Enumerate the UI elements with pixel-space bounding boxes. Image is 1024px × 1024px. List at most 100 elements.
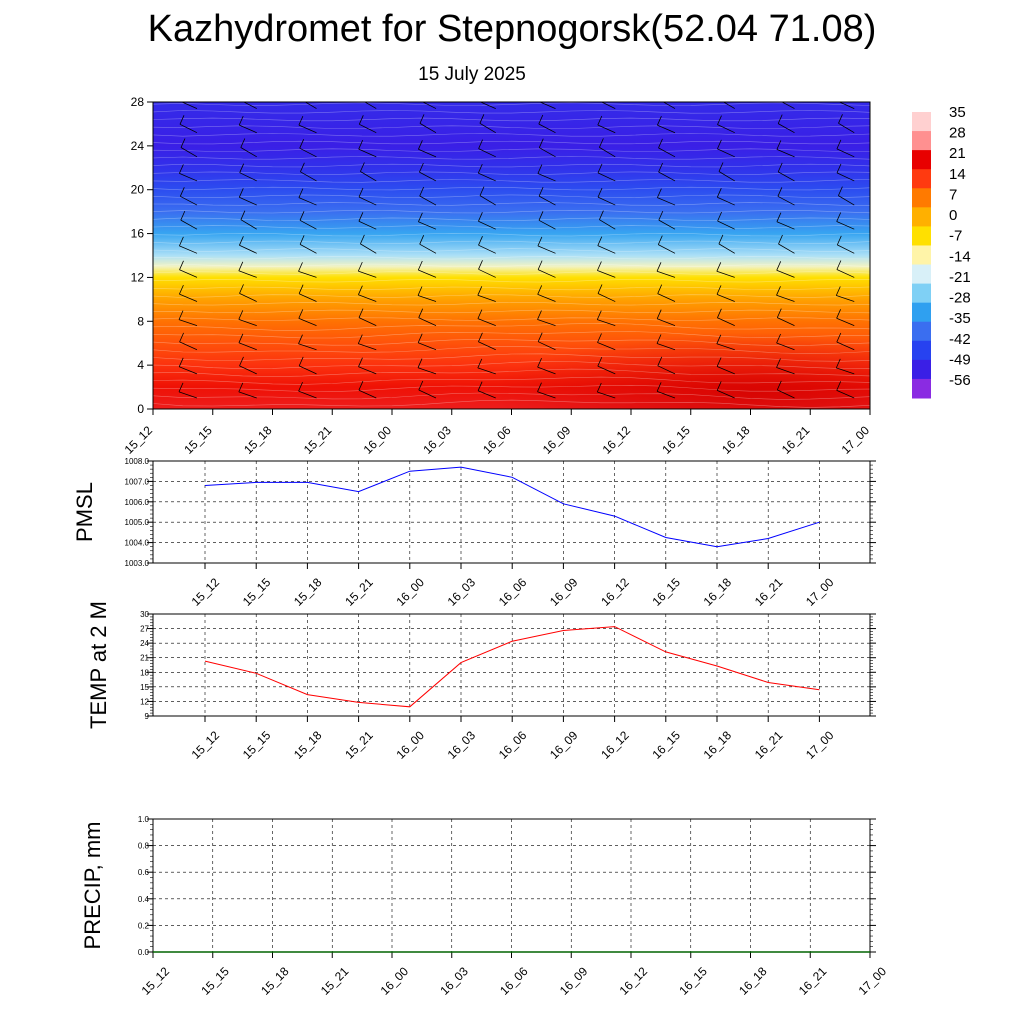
- wind-barb-flag: [836, 163, 842, 174]
- wind-barb-flag: [357, 261, 363, 272]
- contour-line: [153, 279, 870, 283]
- wind-barb-flag: [179, 236, 184, 247]
- wind-barb-flag: [418, 308, 424, 318]
- wind-barb: [238, 391, 257, 399]
- wind-barb: [478, 341, 496, 351]
- wind-barb-flag: [417, 358, 423, 368]
- xtick-label: 16_06: [497, 964, 531, 998]
- xtick-label: 16_12: [617, 964, 651, 998]
- colorbar-swatch: [912, 169, 931, 189]
- wind-barb: [836, 390, 855, 399]
- wind-barb: [597, 196, 616, 206]
- heatmap-xtick-label: 17_00: [839, 423, 873, 457]
- wind-barb-flag: [477, 309, 483, 319]
- wind-barb: [597, 342, 616, 351]
- wind-barb-flag: [240, 210, 246, 220]
- wind-barb-flag: [478, 92, 482, 101]
- ytick-label: 27: [140, 625, 149, 634]
- wind-barb-flag: [358, 139, 364, 150]
- contour-line: [153, 133, 870, 137]
- colorbar-swatch: [912, 112, 931, 132]
- wind-barb-flag: [179, 260, 184, 270]
- wind-barb-flag: [238, 333, 244, 343]
- wind-barb-flag: [657, 235, 663, 245]
- wind-barb: [656, 270, 676, 278]
- wind-barb: [479, 195, 496, 206]
- wind-barb-flag: [716, 357, 722, 367]
- xtick-label: 15_18: [291, 728, 325, 762]
- wind-barb-flag: [298, 334, 303, 344]
- wind-barb-flag: [299, 139, 305, 149]
- wind-barb-flag: [717, 139, 722, 150]
- contour-line: [153, 209, 870, 214]
- colorbar-swatch: [912, 321, 931, 342]
- wind-barb: [298, 197, 317, 206]
- wind-barb-flag: [537, 260, 543, 270]
- contour-line: [153, 156, 870, 160]
- wind-barb-flag: [358, 308, 364, 318]
- wind-barb: [657, 293, 676, 302]
- wind-barb: [836, 172, 855, 182]
- wind-barb: [838, 195, 855, 206]
- wind-barb: [478, 244, 496, 254]
- wind-barb: [722, 102, 735, 109]
- xtick-label: 16_18: [701, 575, 735, 609]
- wind-barb: [478, 268, 496, 278]
- wind-barb: [837, 244, 855, 254]
- wind-barb-flag: [836, 260, 842, 270]
- wind-barb: [477, 318, 496, 327]
- warm-area: [490, 332, 870, 409]
- wind-barb: [836, 317, 855, 327]
- wind-barb: [419, 171, 437, 182]
- wind-barb: [421, 102, 437, 109]
- xtick-label: 17_00: [803, 575, 837, 609]
- xtick-label: 16_12: [598, 728, 632, 762]
- wind-barb: [179, 269, 198, 278]
- colorbar-swatch: [912, 150, 931, 170]
- colorbar-swatch: [912, 207, 931, 227]
- heatmap-xtick-label: 16_18: [719, 423, 753, 457]
- contour-line: [153, 202, 870, 206]
- wind-barb: [716, 343, 735, 351]
- ytick-label: 0.8: [138, 842, 150, 851]
- wind-barb: [716, 270, 735, 278]
- heatmap-xtick-label: 16_03: [420, 423, 454, 457]
- wind-barb: [179, 366, 198, 375]
- wind-barb-flag: [360, 162, 365, 172]
- wind-barb-flag: [477, 163, 483, 174]
- panel-ylabel: PRECIP, mm: [80, 822, 105, 950]
- wind-barb-flag: [238, 310, 244, 320]
- wind-barb: [238, 270, 257, 278]
- contour-line: [153, 271, 870, 275]
- wind-barb-flag: [298, 284, 304, 294]
- wind-barb: [478, 220, 496, 230]
- heatmap-ytick-label: 24: [131, 139, 145, 153]
- ytick-label: 9: [145, 712, 150, 721]
- xtick-label: 16_15: [649, 575, 683, 609]
- wind-barb: [419, 123, 437, 134]
- contour-line: [153, 255, 870, 260]
- wind-barb: [836, 367, 855, 375]
- wind-barb-flag: [599, 210, 604, 220]
- wind-barb-flag: [301, 90, 305, 99]
- wind-barb-flag: [298, 188, 304, 198]
- wind-barb-flag: [358, 187, 364, 198]
- panel-ylabel: PMSL: [72, 482, 97, 542]
- wind-barb-flag: [716, 334, 722, 344]
- colorbar-swatch: [912, 245, 931, 266]
- wind-barb-flag: [777, 162, 783, 173]
- wind-barb: [538, 219, 556, 230]
- heatmap-xtick-label: 16_06: [480, 423, 514, 457]
- contour-line: [153, 361, 870, 370]
- wind-barb: [776, 294, 795, 302]
- wind-barb-flag: [597, 356, 603, 367]
- ytick-label: 1005.0: [125, 518, 150, 527]
- wind-barb: [658, 147, 676, 158]
- wind-barb-flag: [300, 162, 305, 172]
- wind-barb-flag: [357, 334, 363, 344]
- wind-barb-flag: [418, 380, 424, 391]
- ytick-label: 0.0: [138, 948, 150, 957]
- wind-barb-flag: [478, 332, 483, 342]
- wind-barb-flag: [478, 212, 483, 222]
- contour-line: [153, 338, 870, 347]
